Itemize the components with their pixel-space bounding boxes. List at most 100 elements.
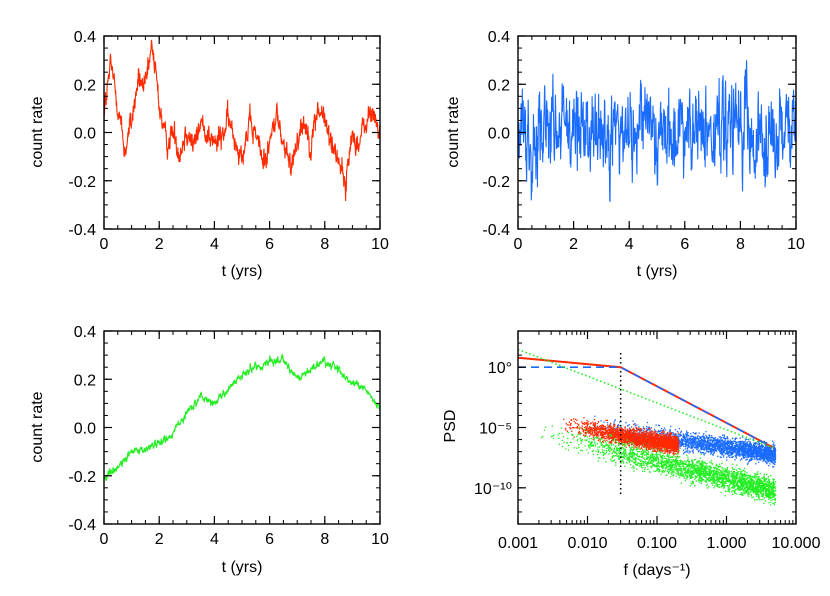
psd-point: [701, 445, 703, 447]
psd-point: [690, 447, 692, 449]
psd-point: [738, 441, 740, 443]
psd-point: [763, 448, 765, 450]
psd-point: [598, 431, 600, 433]
psd-point: [704, 447, 706, 449]
psd-point: [712, 444, 714, 447]
psd-point: [741, 458, 743, 460]
psd-point: [660, 429, 662, 431]
psd-point: [775, 456, 777, 459]
psd-point: [765, 448, 767, 450]
y-tick-label: -0.4: [68, 222, 96, 239]
psd-point: [727, 453, 729, 455]
psd-point: [662, 434, 665, 436]
psd-point: [662, 429, 665, 431]
psd-point: [679, 447, 681, 449]
psd-point: [755, 449, 757, 451]
psd-point: [754, 442, 756, 444]
psd-point: [771, 456, 773, 458]
psd-point: [570, 419, 572, 422]
psd-point: [600, 427, 602, 429]
psd-point: [613, 437, 615, 439]
psd-point: [604, 433, 607, 435]
psd-point: [636, 429, 638, 431]
psd-point: [724, 445, 727, 448]
psd-point: [650, 432, 652, 434]
psd-point: [767, 446, 769, 448]
psd-point: [645, 434, 647, 436]
psd-point: [604, 433, 606, 436]
psd-point: [769, 449, 772, 452]
psd-point: [668, 439, 670, 441]
psd-point: [772, 466, 774, 468]
psd-point: [729, 439, 732, 441]
psd-point: [729, 441, 731, 444]
red-light-curve-plot-area: [104, 39, 380, 201]
psd-point: [600, 428, 602, 431]
psd-point: [637, 440, 639, 442]
psd-point: [742, 446, 744, 448]
psd-point: [637, 443, 639, 446]
psd-point: [722, 446, 724, 448]
psd-point: [739, 452, 741, 454]
psd-point: [587, 420, 589, 423]
psd-point: [651, 434, 654, 436]
psd-point: [610, 429, 612, 432]
x-tick-label: 4: [625, 236, 634, 253]
psd-point: [720, 449, 723, 451]
psd-point: [711, 451, 713, 453]
psd-point: [690, 433, 692, 435]
psd-point: [770, 459, 772, 461]
psd-point: [669, 435, 671, 438]
psd-point: [665, 440, 667, 443]
psd-point: [722, 449, 724, 451]
psd-point: [763, 453, 765, 455]
psd-point: [677, 451, 679, 453]
psd-point: [614, 432, 617, 434]
psd-point: [604, 440, 606, 442]
psd-point: [742, 454, 744, 456]
psd-point: [686, 447, 689, 449]
psd-point: [764, 457, 766, 460]
psd-point: [754, 452, 756, 455]
psd-point: [695, 446, 697, 449]
x-tick-label: 2: [155, 531, 164, 548]
psd-point: [668, 451, 670, 453]
psd-point: [581, 421, 583, 423]
psd-point: [632, 428, 635, 430]
psd-point: [646, 428, 648, 430]
psd-point: [744, 453, 746, 455]
psd-point: [758, 442, 761, 445]
psd-point: [735, 452, 737, 455]
psd-point: [683, 445, 685, 448]
psd-point: [741, 453, 743, 456]
psd-point: [746, 455, 749, 457]
psd-point: [628, 424, 630, 426]
psd-point: [643, 433, 645, 435]
x-tick-label: 2: [155, 236, 164, 253]
psd-point: [716, 445, 718, 448]
psd-point: [717, 438, 719, 440]
psd-point: [741, 452, 743, 454]
psd-point: [731, 456, 734, 458]
psd-point: [769, 460, 771, 462]
psd-point: [746, 450, 749, 452]
psd-point: [767, 451, 769, 453]
psd-point: [675, 433, 677, 435]
psd-point: [612, 430, 614, 433]
psd-point: [641, 429, 643, 432]
psd-point: [665, 449, 667, 451]
psd-point: [695, 439, 697, 441]
psd-point: [652, 450, 654, 452]
psd-point: [608, 437, 610, 439]
green-light-curve-ticks: 0 2 4 6 8 10-0.4-0.20.00.20.4: [68, 324, 389, 548]
psd-point: [693, 433, 696, 435]
psd-point: [722, 456, 725, 458]
psd-point: [716, 450, 718, 452]
y-tick-label: 0.4: [74, 324, 96, 341]
psd-point: [658, 425, 661, 427]
psd-point: [692, 445, 694, 447]
psd-point: [698, 438, 700, 440]
psd-point: [659, 448, 662, 450]
psd-point: [731, 447, 733, 449]
psd-point: [739, 448, 742, 450]
